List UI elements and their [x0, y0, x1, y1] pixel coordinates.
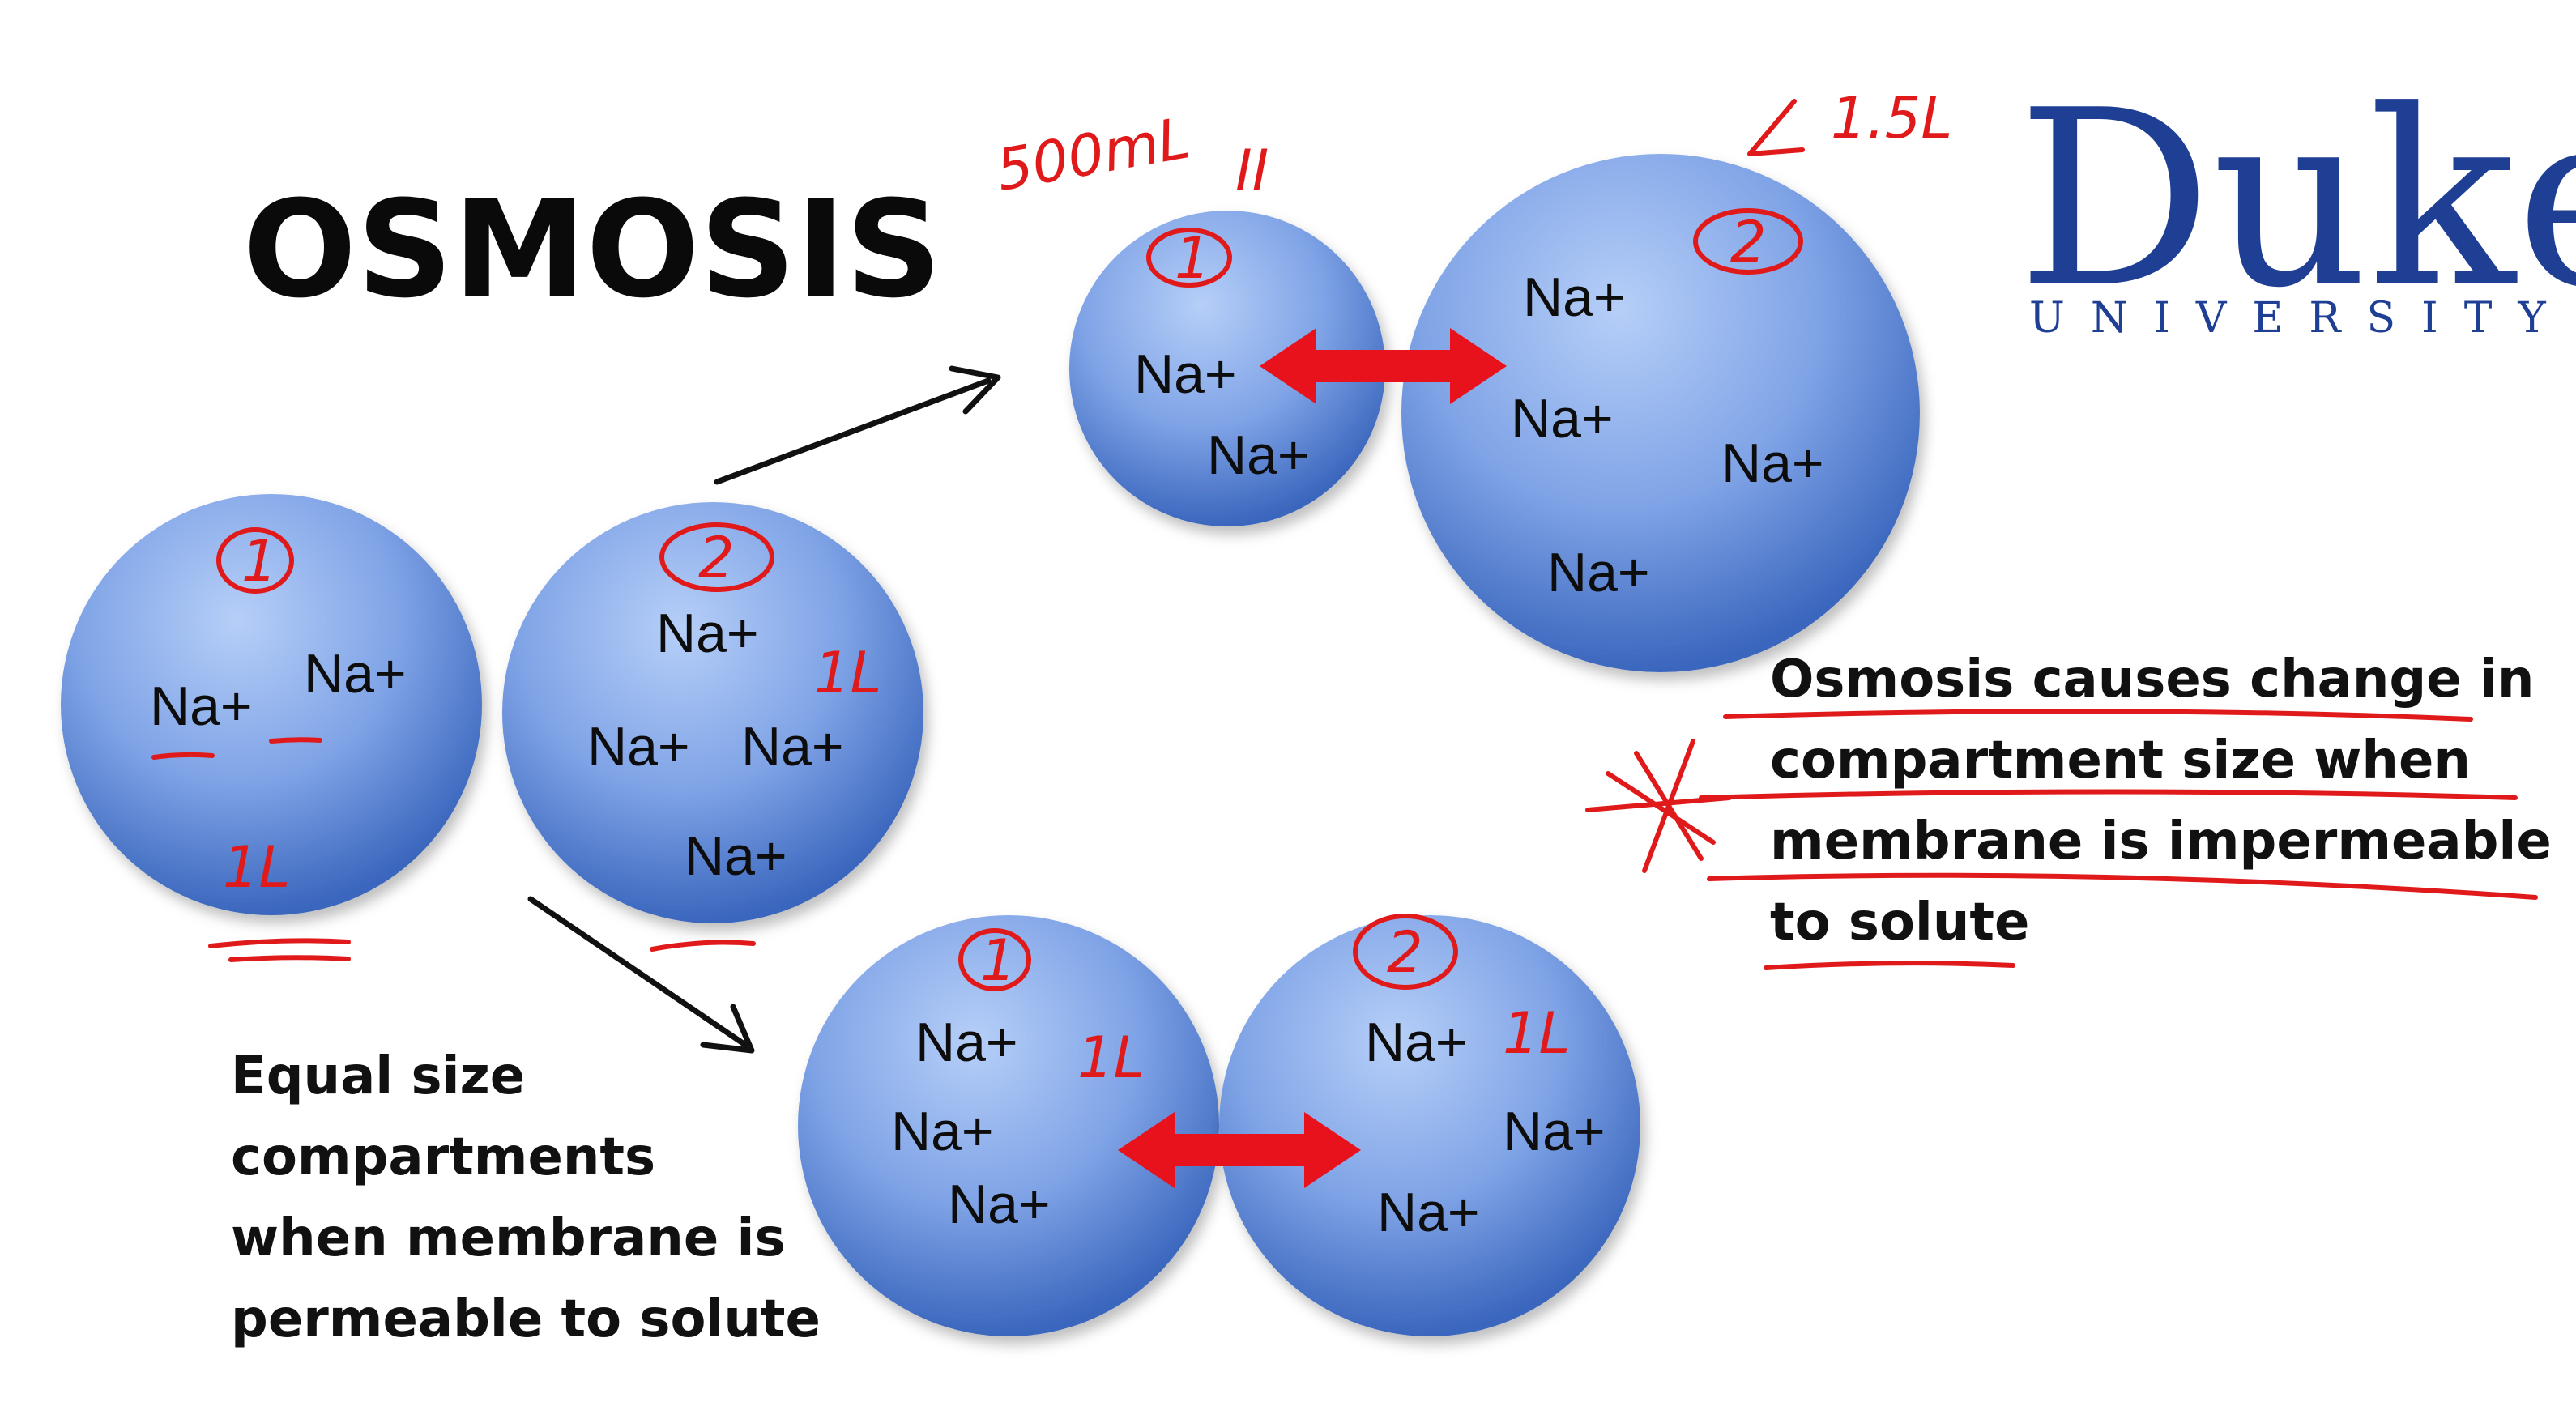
ion-label: Na+: [1365, 1012, 1468, 1073]
ion-label: Na+: [304, 643, 407, 705]
volume-annotation: 1L: [1077, 1025, 1145, 1091]
volume-annotation: 1.5L: [1831, 85, 1952, 151]
ion-label: Na+: [1547, 542, 1650, 603]
flow-arrows: [527, 365, 1001, 1054]
compartment-1-initial: [61, 494, 482, 915]
compartment-number: 2: [698, 525, 735, 591]
asterisk-mark: [1585, 739, 1732, 873]
ion-label: Na+: [1523, 266, 1626, 328]
ion-label: Na+: [1503, 1101, 1606, 1162]
double-arrow: [1118, 1112, 1361, 1188]
ion-label: Na+: [1511, 388, 1614, 450]
ion-label: Na+: [915, 1012, 1018, 1073]
ion-label: Na+: [656, 603, 759, 664]
ion-label: Na+: [1207, 424, 1310, 486]
ion-label: Na+: [1377, 1182, 1480, 1243]
caption-left: Equal size compartments when membrane is…: [231, 1046, 821, 1349]
volume-annotation: 500mL: [992, 104, 1195, 204]
compartment-number: 2: [1730, 209, 1767, 275]
compartment-1-small: [1069, 211, 1385, 526]
caption-line: permeable to solute: [231, 1289, 821, 1349]
caption-right: Osmosis causes change in compartment siz…: [1770, 650, 2552, 952]
compartment-number: 1: [1175, 225, 1211, 292]
ion-label: Na+: [587, 716, 690, 778]
caption-line: Equal size: [231, 1046, 525, 1106]
permeable-compartments: Na+ Na+ Na+ Na+ Na+ Na+: [798, 915, 1640, 1336]
impermeable-compartments: Na+ Na+ Na+ Na+ Na+ Na+: [1069, 154, 1920, 672]
handwritten-annotations: 1 2 1 2 1 2 1L 1L 1L 1L 500mL II 1.5L: [151, 85, 2538, 1091]
volume-annotation: II: [1235, 138, 1269, 204]
logo-subtitle: UNIVERSITY: [2029, 294, 2572, 343]
caption-line: when membrane is: [231, 1208, 786, 1268]
compartment-number: 2: [1387, 919, 1423, 986]
ion-label: Na+: [150, 675, 253, 737]
ion-label: Na+: [685, 825, 787, 887]
ion-label: Na+: [1134, 343, 1237, 405]
logo-wordmark: Duke: [2017, 58, 2576, 341]
caption-line: Osmosis causes change in: [1770, 650, 2534, 710]
compartment-2-initial: [502, 502, 923, 923]
initial-compartments: Na+ Na+ Na+ Na+ Na+ Na+: [61, 494, 923, 923]
double-arrow: [1260, 328, 1507, 404]
ion-label: Na+: [948, 1174, 1051, 1235]
caption-line: membrane is impermeable: [1770, 812, 2552, 871]
volume-annotation: 1L: [223, 834, 291, 901]
compartment-number: 1: [241, 528, 278, 594]
compartment-number: 1: [980, 927, 1017, 994]
caption-line: to solute: [1770, 893, 2029, 952]
ion-label: Na+: [1721, 433, 1824, 494]
caption-line: compartment size when: [1770, 731, 2471, 790]
compartment-2-large: [1401, 154, 1920, 672]
volume-annotation: 1L: [1503, 1000, 1571, 1067]
page-title: OSMOSIS: [243, 172, 942, 327]
compartment-1-equal: [798, 915, 1219, 1336]
ion-label: Na+: [891, 1101, 994, 1162]
ion-label: Na+: [741, 716, 844, 778]
compartment-2-equal: [1219, 915, 1640, 1336]
caption-line: compartments: [231, 1127, 655, 1187]
duke-logo: Duke UNIVERSITY: [2017, 58, 2576, 343]
volume-annotation: 1L: [814, 640, 882, 706]
